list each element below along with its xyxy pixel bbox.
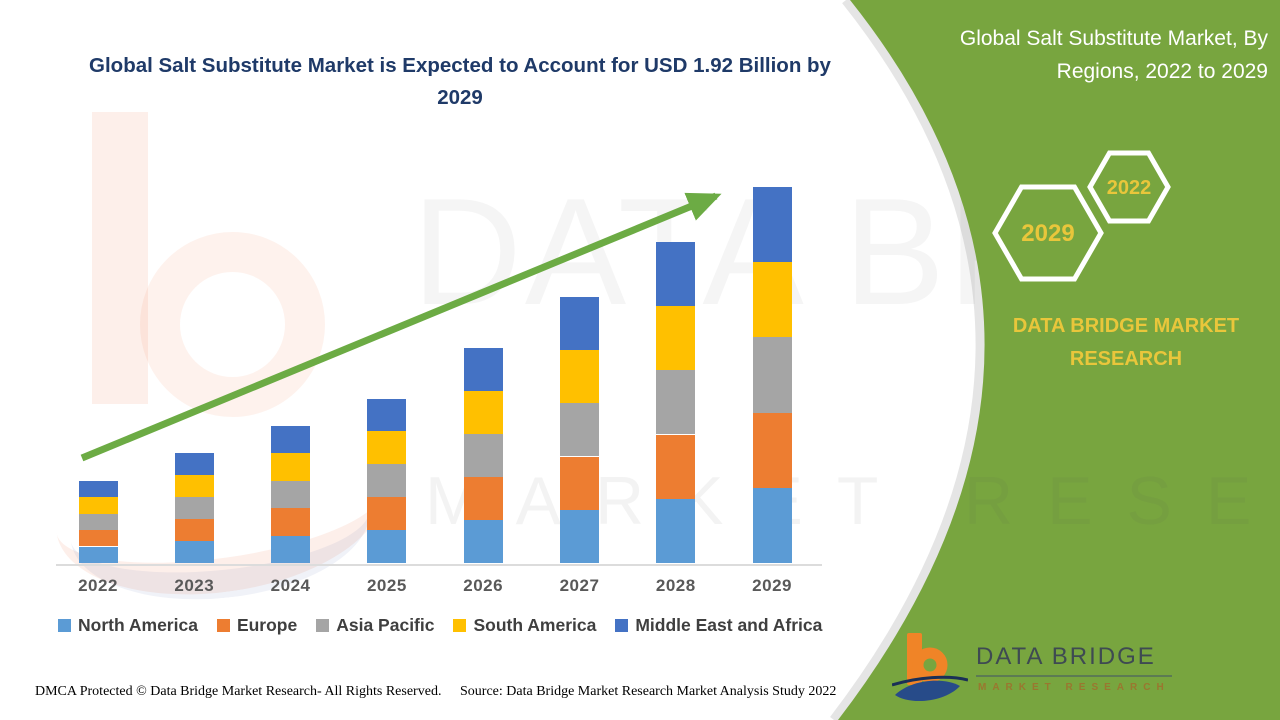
- dmca-footer-text: DMCA Protected © Data Bridge Market Rese…: [35, 684, 442, 699]
- databridge-logo-icon: [892, 633, 968, 702]
- chart-title: Global Salt Substitute Market is Expecte…: [89, 54, 831, 109]
- chart-legend: North America Europe Asia Pacific South Ame…: [58, 615, 822, 636]
- panel-edge-shadow: [830, 0, 986, 720]
- hexagon-2029: [992, 184, 1104, 282]
- source-footer-text: Source: Data Bridge Market Research Mark…: [460, 684, 837, 699]
- logo-subtitle-text: MARKET RESEARCH: [978, 682, 1170, 693]
- legend-label-middle-east-and-africa: Middle East and Africa: [635, 615, 823, 635]
- hexagon-2022: [1087, 150, 1171, 224]
- legend-item-asia-pacific: Asia Pacific: [316, 615, 434, 636]
- logo-name-text: DATA BRIDGE: [976, 643, 1156, 670]
- legend-label-north-america: North America: [78, 615, 198, 635]
- legend-swatch-europe: [216, 619, 230, 632]
- hexagon-2029-label: 2029: [1021, 220, 1074, 247]
- legend-swatch-middle-east-and-africa: [615, 619, 629, 632]
- legend-item-europe: Europe: [216, 615, 298, 636]
- legend-label-south-america: South America: [473, 615, 597, 635]
- panel-shape: [838, 0, 1280, 720]
- legend-item-middle-east-and-africa: Middle East and Africa: [615, 615, 822, 636]
- hexagon-2022-label: 2022: [1107, 177, 1152, 199]
- logo-divider: [976, 675, 1172, 677]
- legend-swatch-north-america: [58, 619, 71, 632]
- databridge-logo: DATA BRIDGE MARKET RESEARCH: [892, 631, 1192, 713]
- legend-swatch-south-america: [453, 619, 467, 632]
- legend-item-north-america: North America: [58, 615, 198, 636]
- panel-title: Global Salt Substitute Market, By Region…: [959, 27, 1268, 83]
- legend-label-europe: Europe: [236, 615, 298, 635]
- legend-label-asia-pacific: Asia Pacific: [336, 615, 435, 635]
- panel-brand-text: DATA BRIDGE MARKET RESEARCH: [1012, 315, 1240, 370]
- legend-item-south-america: South America: [453, 615, 596, 636]
- legend-swatch-asia-pacific: [316, 619, 330, 632]
